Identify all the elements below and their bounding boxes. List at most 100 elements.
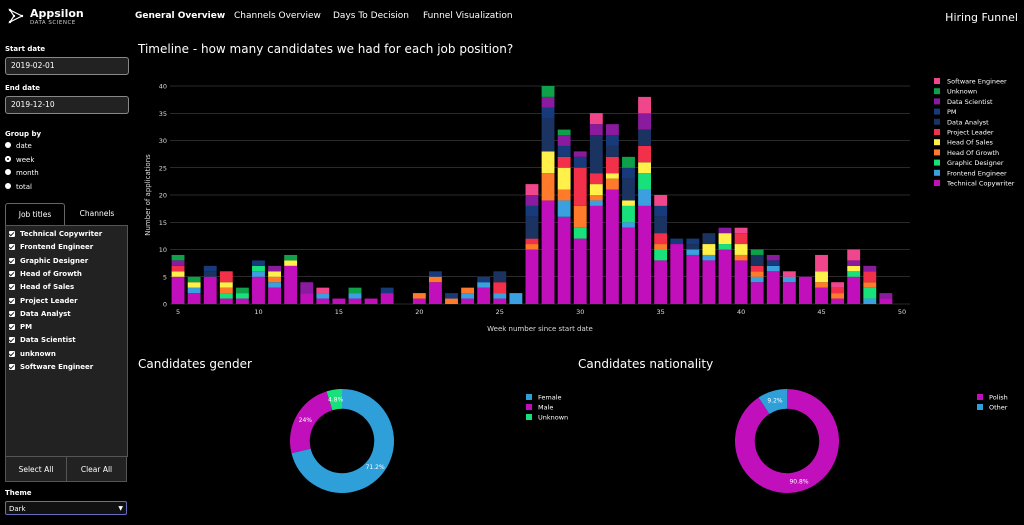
bar-segment-frontend-engineer[interactable] (268, 282, 281, 288)
bar-segment-pm[interactable] (686, 238, 700, 245)
bar-segment-technical-copywriter[interactable] (750, 282, 764, 304)
bar-segment-software-engineer[interactable] (316, 287, 330, 294)
legend-swatch[interactable] (934, 108, 940, 115)
bar-segment-data-analyst[interactable] (622, 178, 635, 201)
bar-segment-project-leader[interactable] (750, 265, 764, 272)
bar-segment-technical-copywriter[interactable] (364, 298, 378, 304)
bar-segment-head-of-sales[interactable] (734, 244, 748, 255)
bar-segment-head-of-growth[interactable] (831, 293, 845, 299)
legend-label-data-analyst[interactable]: Data Analyst (947, 118, 989, 126)
bar-segment-data-analyst[interactable] (541, 118, 555, 152)
bar-segment-technical-copywriter[interactable] (332, 298, 346, 304)
bar-segment-software-engineer[interactable] (847, 249, 861, 261)
bar-segment-pm[interactable] (605, 135, 619, 146)
bar-segment-technical-copywriter[interactable] (380, 293, 394, 304)
legend-swatch[interactable] (934, 98, 940, 105)
bar-segment-head-of-sales[interactable] (638, 162, 651, 174)
bar-segment-unknown[interactable] (187, 276, 201, 283)
bar-segment-data-scientist[interactable] (525, 195, 539, 206)
end-date-input[interactable]: 2019-12-10 (5, 96, 129, 114)
legend-swatch[interactable] (977, 394, 983, 400)
bar-segment-data-analyst[interactable] (203, 271, 217, 277)
bar-segment-head-of-growth[interactable] (219, 287, 233, 294)
group-by-option-date[interactable]: date (5, 141, 32, 151)
bar-segment-technical-copywriter[interactable] (573, 238, 587, 304)
bar-segment-unknown[interactable] (284, 254, 298, 261)
bar-segment-unknown[interactable] (235, 287, 249, 294)
bar-segment-technical-copywriter[interactable] (219, 298, 233, 304)
bar-segment-project-leader[interactable] (557, 156, 571, 168)
legend-label-female[interactable]: Female (538, 394, 562, 402)
bar-segment-technical-copywriter[interactable] (718, 249, 732, 305)
bar-segment-frontend-engineer[interactable] (316, 293, 330, 299)
bar-segment-technical-copywriter[interactable] (477, 287, 491, 304)
bar-segment-technical-copywriter[interactable] (300, 293, 314, 304)
bar-segment-technical-copywriter[interactable] (252, 276, 265, 304)
select-all-button[interactable]: Select All (5, 456, 67, 482)
bar-segment-frontend-engineer[interactable] (638, 189, 651, 206)
job-title-checkbox-graphic-designer[interactable]: Graphic Designer (9, 256, 88, 266)
legend-label-other[interactable]: Other (989, 404, 1008, 412)
bar-segment-technical-copywriter[interactable] (235, 298, 249, 304)
bar-segment-graphic-designer[interactable] (718, 244, 732, 250)
bar-segment-head-of-growth[interactable] (525, 244, 539, 250)
bar-segment-head-of-growth[interactable] (734, 254, 748, 261)
bar-segment-head-of-growth[interactable] (268, 276, 281, 283)
tab-channels[interactable]: Channels (79, 209, 115, 218)
job-title-checkbox-pm[interactable]: PM (9, 322, 32, 332)
legend-label-unknown[interactable]: Unknown (538, 414, 568, 422)
bar-segment-frontend-engineer[interactable] (686, 249, 700, 255)
bar-segment-software-engineer[interactable] (734, 227, 748, 234)
legend-swatch[interactable] (934, 169, 940, 176)
bar-segment-frontend-engineer[interactable] (477, 282, 491, 288)
bar-segment-pm[interactable] (622, 167, 635, 179)
bar-segment-technical-copywriter[interactable] (348, 298, 362, 304)
pie-slice-unknown[interactable] (326, 389, 342, 411)
bar-segment-frontend-engineer[interactable] (252, 271, 265, 277)
bar-segment-data-scientist[interactable] (171, 260, 185, 266)
bar-segment-project-leader[interactable] (605, 156, 619, 174)
bar-segment-technical-copywriter[interactable] (268, 287, 281, 304)
bar-segment-project-leader[interactable] (171, 265, 185, 272)
bar-segment-data-scientist[interactable] (766, 254, 780, 261)
bar-segment-data-scientist[interactable] (863, 265, 877, 272)
bar-segment-head-of-growth[interactable] (589, 195, 603, 201)
bar-segment-pm[interactable] (670, 238, 684, 245)
bar-segment-software-engineer[interactable] (782, 271, 796, 277)
legend-swatch[interactable] (934, 149, 940, 156)
pie-slice-polish[interactable] (735, 389, 839, 493)
bar-segment-unknown[interactable] (557, 129, 571, 136)
bar-segment-data-scientist[interactable] (847, 260, 861, 266)
bar-segment-frontend-engineer[interactable] (348, 293, 362, 299)
bar-segment-graphic-designer[interactable] (252, 265, 265, 272)
bar-segment-technical-copywriter[interactable] (412, 298, 426, 304)
legend-label-head-of-sales[interactable]: Head Of Sales (947, 139, 993, 147)
bar-segment-data-analyst[interactable] (654, 216, 668, 234)
bar-segment-data-analyst[interactable] (493, 271, 507, 283)
bar-segment-project-leader[interactable] (219, 271, 233, 283)
legend-label-data-scientist[interactable]: Data Scientist (947, 98, 993, 106)
bar-segment-technical-copywriter[interactable] (799, 276, 812, 304)
legend-swatch[interactable] (934, 78, 940, 84)
bar-segment-project-leader[interactable] (493, 282, 507, 294)
legend-swatch[interactable] (977, 404, 983, 410)
bar-segment-unknown[interactable] (541, 86, 555, 97)
bar-segment-software-engineer[interactable] (831, 282, 845, 288)
legend-swatch[interactable] (934, 88, 940, 95)
bar-segment-data-analyst[interactable] (525, 216, 539, 239)
bar-segment-head-of-sales[interactable] (284, 260, 298, 266)
bar-segment-technical-copywriter[interactable] (782, 282, 796, 304)
bar-segment-pm[interactable] (203, 265, 217, 272)
bar-segment-head-of-sales[interactable] (702, 244, 716, 255)
bar-segment-data-scientist[interactable] (718, 227, 732, 234)
bar-segment-head-of-growth[interactable] (557, 189, 571, 201)
bar-segment-frontend-engineer[interactable] (493, 293, 507, 299)
bar-segment-project-leader[interactable] (831, 287, 845, 294)
bar-segment-technical-copywriter[interactable] (622, 227, 635, 304)
bar-segment-data-analyst[interactable] (589, 135, 603, 174)
tab-job-titles[interactable]: Job titles (5, 203, 65, 225)
bar-segment-technical-copywriter[interactable] (831, 298, 845, 304)
bar-segment-head-of-growth[interactable] (654, 244, 668, 250)
bar-segment-pm[interactable] (654, 205, 668, 217)
bar-segment-pm[interactable] (541, 107, 555, 119)
